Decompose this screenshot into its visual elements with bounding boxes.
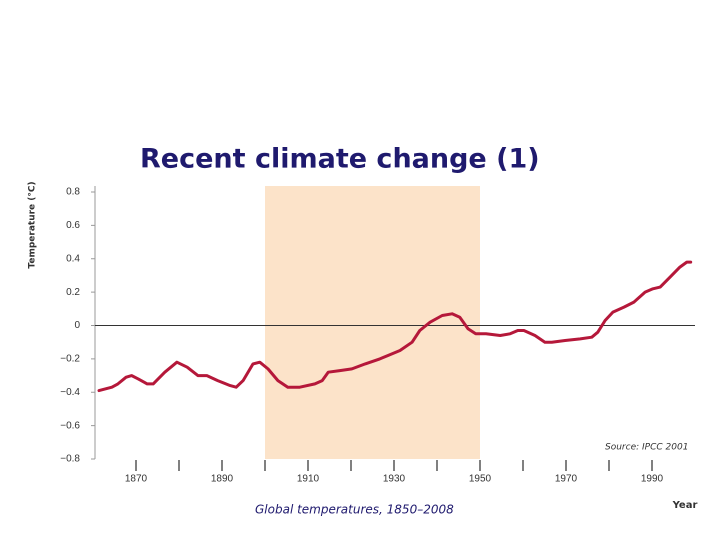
y-tick-label: −0.2 <box>60 354 80 365</box>
temperature-line <box>97 260 693 393</box>
x-axis-label: Year <box>672 500 698 511</box>
y-tick-label: −0.4 <box>60 387 80 398</box>
y-tick-label: −0.6 <box>60 420 80 431</box>
y-tick-label: 0.2 <box>66 287 80 298</box>
x-tick-label: 1890 <box>211 474 234 485</box>
y-tick-label: 0 <box>74 320 80 331</box>
slide-title: Recent climate change (1) <box>140 144 540 175</box>
y-axis-label: Temperature (°C) <box>28 181 38 268</box>
x-tick-label: 1870 <box>125 474 148 485</box>
caption: Global temperatures, 1850–2008 <box>255 503 454 517</box>
y-tick-label: −0.8 <box>60 454 80 465</box>
x-tick-label: 1970 <box>555 474 578 485</box>
y-tick-label: 0.4 <box>66 253 80 264</box>
shaded-period <box>265 186 480 459</box>
source-note: Source: IPCC 2001 <box>605 443 688 453</box>
x-tick-label: 1950 <box>469 474 492 485</box>
x-tick-label: 1930 <box>383 474 406 485</box>
y-tick-label: 0.6 <box>66 220 80 231</box>
y-tick-label: 0.8 <box>66 187 80 198</box>
x-tick-label: 1910 <box>297 474 320 485</box>
x-tick-label: 1990 <box>641 474 664 485</box>
